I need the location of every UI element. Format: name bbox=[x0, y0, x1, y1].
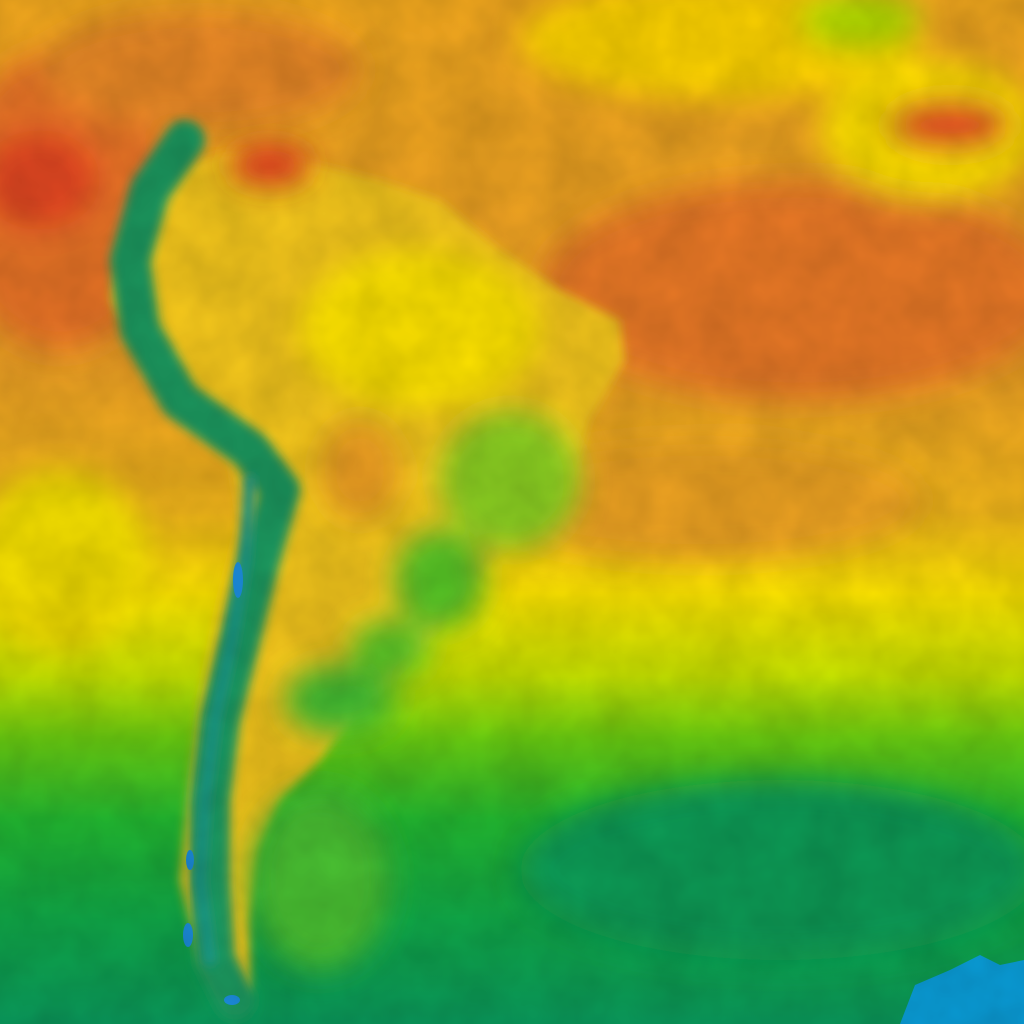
texture bbox=[0, 0, 1024, 1024]
page: (() => { const data = JSON.parse(documen… bbox=[0, 0, 1024, 1024]
temperature-map bbox=[0, 0, 1024, 1024]
